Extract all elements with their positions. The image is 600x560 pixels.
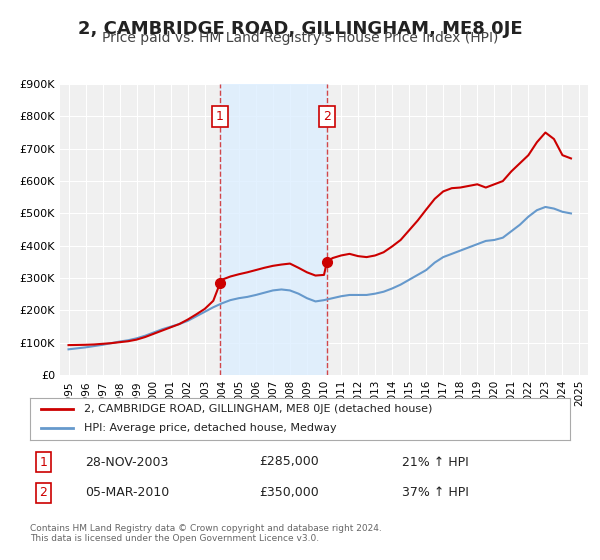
Text: £350,000: £350,000 xyxy=(259,486,319,500)
Text: 1: 1 xyxy=(40,455,47,469)
Text: Price paid vs. HM Land Registry's House Price Index (HPI): Price paid vs. HM Land Registry's House … xyxy=(102,31,498,45)
Text: HPI: Average price, detached house, Medway: HPI: Average price, detached house, Medw… xyxy=(84,423,337,433)
Text: 2, CAMBRIDGE ROAD, GILLINGHAM, ME8 0JE: 2, CAMBRIDGE ROAD, GILLINGHAM, ME8 0JE xyxy=(77,20,523,38)
Text: 05-MAR-2010: 05-MAR-2010 xyxy=(85,486,169,500)
Text: 2: 2 xyxy=(40,486,47,500)
Text: £285,000: £285,000 xyxy=(259,455,319,469)
Text: 2, CAMBRIDGE ROAD, GILLINGHAM, ME8 0JE (detached house): 2, CAMBRIDGE ROAD, GILLINGHAM, ME8 0JE (… xyxy=(84,404,433,414)
Text: 1: 1 xyxy=(216,110,224,123)
Bar xyxy=(220,84,327,375)
Text: 2: 2 xyxy=(323,110,331,123)
Text: 21% ↑ HPI: 21% ↑ HPI xyxy=(401,455,469,469)
Text: 28-NOV-2003: 28-NOV-2003 xyxy=(86,455,169,469)
Text: Contains HM Land Registry data © Crown copyright and database right 2024.
This d: Contains HM Land Registry data © Crown c… xyxy=(30,524,382,543)
Text: 37% ↑ HPI: 37% ↑ HPI xyxy=(401,486,469,500)
